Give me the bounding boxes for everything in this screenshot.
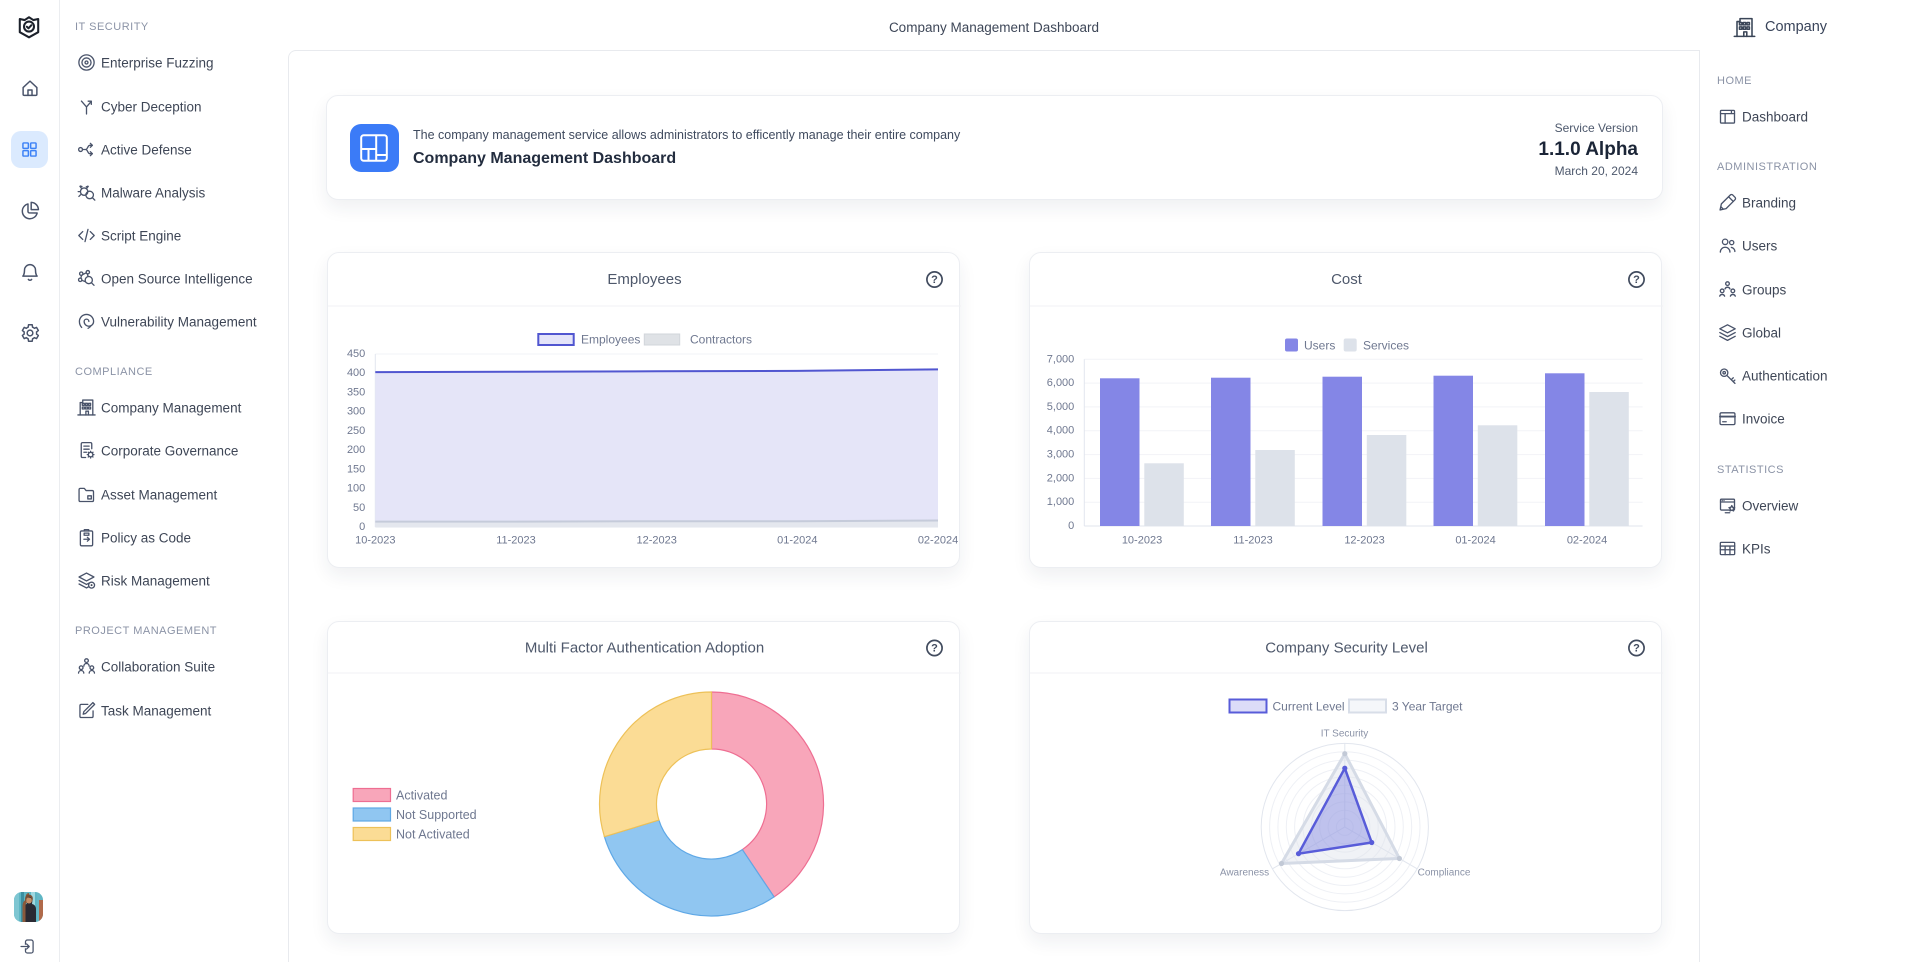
svg-text:300: 300 bbox=[347, 406, 365, 418]
svg-text:?: ? bbox=[931, 643, 938, 655]
svg-text:3 Year Target: 3 Year Target bbox=[1392, 700, 1463, 714]
svg-text:400: 400 bbox=[347, 367, 365, 379]
svg-text:10-2023: 10-2023 bbox=[1122, 535, 1162, 547]
svg-text:12-2023: 12-2023 bbox=[1344, 535, 1384, 547]
svg-text:11-2023: 11-2023 bbox=[1233, 535, 1273, 547]
svg-text:Not Activated: Not Activated bbox=[396, 828, 470, 842]
svg-text:Employees: Employees bbox=[581, 333, 640, 347]
svg-text:Services: Services bbox=[1363, 339, 1409, 353]
svg-text:Cost: Cost bbox=[1331, 271, 1363, 288]
svg-text:Current Level: Current Level bbox=[1273, 700, 1345, 714]
svg-text:Multi Factor Authentication Ad: Multi Factor Authentication Adoption bbox=[525, 640, 764, 657]
svg-text:Employees: Employees bbox=[607, 271, 681, 288]
svg-text:450: 450 bbox=[347, 348, 365, 360]
svg-text:?: ? bbox=[931, 274, 938, 286]
svg-text:01-2024: 01-2024 bbox=[777, 535, 817, 547]
svg-text:200: 200 bbox=[347, 444, 365, 456]
svg-text:Not Supported: Not Supported bbox=[396, 808, 477, 822]
svg-text:02-2024: 02-2024 bbox=[1567, 535, 1607, 547]
svg-text:Compliance: Compliance bbox=[1418, 868, 1471, 879]
svg-text:Awareness: Awareness bbox=[1220, 868, 1269, 879]
svg-text:IT Security: IT Security bbox=[1321, 729, 1369, 740]
svg-text:Contractors: Contractors bbox=[690, 333, 752, 347]
svg-text:01-2024: 01-2024 bbox=[1455, 535, 1495, 547]
svg-text:150: 150 bbox=[347, 463, 365, 475]
svg-text:350: 350 bbox=[347, 386, 365, 398]
svg-text:?: ? bbox=[1633, 643, 1640, 655]
svg-text:5,000: 5,000 bbox=[1047, 401, 1075, 413]
svg-text:12-2023: 12-2023 bbox=[637, 535, 677, 547]
svg-text:3,000: 3,000 bbox=[1047, 449, 1075, 461]
svg-text:250: 250 bbox=[347, 425, 365, 437]
svg-text:6,000: 6,000 bbox=[1047, 377, 1075, 389]
svg-text:Activated: Activated bbox=[396, 789, 447, 803]
svg-text:1,000: 1,000 bbox=[1047, 496, 1075, 508]
svg-text:02-2024: 02-2024 bbox=[918, 535, 958, 547]
svg-text:0: 0 bbox=[359, 521, 365, 533]
svg-text:?: ? bbox=[1633, 274, 1640, 286]
svg-text:10-2023: 10-2023 bbox=[355, 535, 395, 547]
svg-text:50: 50 bbox=[353, 502, 365, 514]
svg-text:0: 0 bbox=[1068, 520, 1074, 532]
svg-text:7,000: 7,000 bbox=[1047, 353, 1075, 365]
svg-text:Users: Users bbox=[1304, 339, 1335, 353]
svg-text:2,000: 2,000 bbox=[1047, 472, 1075, 484]
svg-text:Company Security Level: Company Security Level bbox=[1265, 640, 1428, 657]
svg-text:100: 100 bbox=[347, 483, 365, 495]
svg-text:4,000: 4,000 bbox=[1047, 425, 1075, 437]
svg-text:11-2023: 11-2023 bbox=[496, 535, 536, 547]
